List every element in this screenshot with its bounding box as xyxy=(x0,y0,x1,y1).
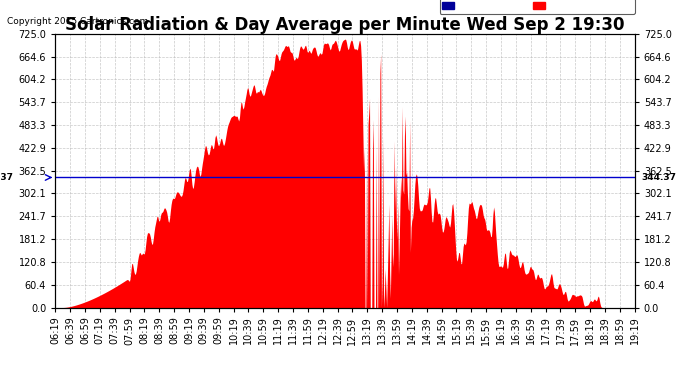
Title: Solar Radiation & Day Average per Minute Wed Sep 2 19:30: Solar Radiation & Day Average per Minute… xyxy=(66,16,624,34)
Text: 344.37: 344.37 xyxy=(0,173,14,182)
Text: Copyright 2015 Cartronics.com: Copyright 2015 Cartronics.com xyxy=(7,17,148,26)
Legend: Median (w/m2), Radiation (w/m2): Median (w/m2), Radiation (w/m2) xyxy=(440,0,635,14)
Text: 344.37: 344.37 xyxy=(642,173,677,182)
